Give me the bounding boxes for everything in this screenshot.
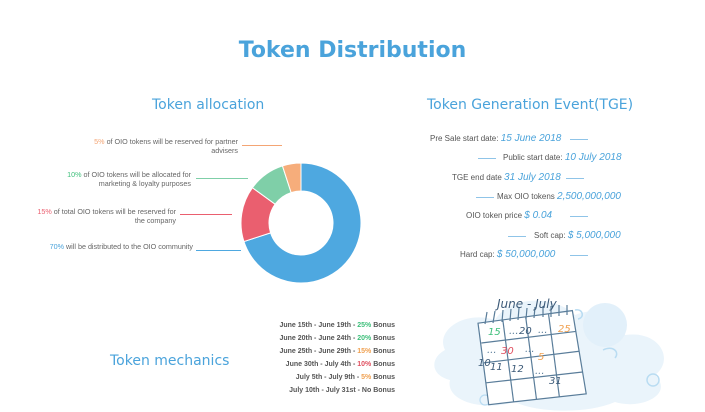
mechanics-dates: June 20th - June 24th - <box>279 335 356 342</box>
tge-row-softcap: Soft cap: $ 5,000,000 <box>534 230 621 241</box>
mechanics-bonus: 10% <box>357 361 372 368</box>
tge-row-presale: Pre Sale start date: 15 June 2018 <box>430 133 561 144</box>
tge-dash <box>508 236 526 237</box>
mechanics-heading: Token mechanics <box>110 353 230 369</box>
tge-value: 31 July 2018 <box>504 172 561 183</box>
allocation-pct: 5% <box>94 137 105 146</box>
tge-dash <box>570 216 588 217</box>
mechanics-suffix: Bonus <box>373 361 395 368</box>
tge-label: Soft cap: <box>534 231 566 240</box>
tge-row-max: Max OIO tokens 2,500,000,000 <box>497 191 621 202</box>
tge-value: $ 5,000,000 <box>567 230 621 241</box>
allocation-pct: 15% <box>37 207 52 216</box>
allocation-pct: 10% <box>67 170 82 179</box>
tge-label: Max OIO tokens <box>497 192 555 201</box>
calendar-cell: 10 <box>478 358 491 369</box>
mechanics-row: June 25th - June 29th - 15% Bonus <box>279 348 395 355</box>
calendar-cell: ... <box>538 325 548 336</box>
allocation-pct: 70% <box>49 242 64 251</box>
allocation-text: of OIO tokens will be allocated for mark… <box>83 170 191 188</box>
allocation-heading: Token allocation <box>152 97 265 113</box>
mechanics-suffix: Bonus <box>373 348 395 355</box>
mechanics-bonus: 25% <box>357 322 372 329</box>
allocation-text: of total OIO tokens will be reserved for… <box>53 207 176 225</box>
calendar-cell: 30 <box>501 346 514 357</box>
calendar-cell: 31 <box>549 376 562 387</box>
leader-line <box>242 145 282 146</box>
mechanics-dates: July 10th - July 31st - <box>289 387 360 394</box>
mechanics-row: June 30th - July 4th - 10% Bonus <box>286 361 395 368</box>
mechanics-row: June 15th - June 19th - 25% Bonus <box>279 322 395 329</box>
calendar-cell: ... <box>525 344 535 355</box>
tge-dash <box>570 139 588 140</box>
tge-dash <box>570 255 588 256</box>
tge-row-price: OIO token price $ 0.04 <box>466 210 552 221</box>
tge-dash <box>566 178 584 179</box>
tge-label: Hard cap: <box>460 250 495 259</box>
mechanics-suffix: Bonus <box>373 322 395 329</box>
calendar-cell: 11 <box>490 362 503 373</box>
tge-label: OIO token price <box>466 211 523 220</box>
tge-dash <box>476 197 494 198</box>
donut-slice-community <box>243 162 362 284</box>
tge-value: 10 July 2018 <box>564 152 622 163</box>
allocation-note-company: 15% of total OIO tokens will be reserved… <box>26 207 176 225</box>
mechanics-suffix: Bonus <box>373 374 395 381</box>
calendar-cell: ... <box>509 326 519 337</box>
leader-line <box>196 178 248 179</box>
mechanics-bonus: 20% <box>357 335 372 342</box>
mechanics-dates: July 5th - July 9th - <box>295 374 360 381</box>
mechanics-row: July 5th - July 9th - 5% Bonus <box>296 374 395 381</box>
allocation-note-marketing: 10% of OIO tokens will be allocated for … <box>41 170 191 188</box>
tge-label: Public start date: <box>503 153 563 162</box>
tge-value: $ 0.04 <box>524 210 553 221</box>
mechanics-suffix: Bonus <box>373 387 395 394</box>
tge-row-public: Public start date: 10 July 2018 <box>503 152 622 163</box>
mechanics-dates: June 15th - June 19th - <box>279 322 356 329</box>
tge-heading: Token Generation Event(TGE) <box>427 97 634 113</box>
tge-label: Pre Sale start date: <box>430 134 499 143</box>
tge-dash <box>478 158 496 159</box>
calendar-cell: 12 <box>511 364 524 375</box>
tge-row-hardcap: Hard cap: $ 50,000,000 <box>460 249 555 260</box>
calendar-illustration: June - July 15 ... 20 ... 25 ... 30 ... … <box>434 297 664 411</box>
mechanics-bonus: 15% <box>357 348 372 355</box>
allocation-text: will be distributed to the OIO community <box>65 242 193 251</box>
tge-value: 15 June 2018 <box>500 133 562 144</box>
mechanics-row: July 10th - July 31st - No Bonus <box>289 387 395 394</box>
tge-label: TGE end date <box>452 173 502 182</box>
allocation-donut-chart <box>240 162 362 284</box>
calendar-cell: ... <box>487 345 497 356</box>
leader-line <box>196 250 241 251</box>
allocation-text: of OIO tokens will be reserved for partn… <box>106 137 238 155</box>
tge-value: 2,500,000,000 <box>557 191 621 202</box>
calendar-cell: 20 <box>519 326 532 337</box>
donut-slice-advisers <box>281 162 302 194</box>
mechanics-suffix: Bonus <box>373 335 395 342</box>
calendar-cell: 25 <box>558 324 571 335</box>
tge-value: $ 50,000,000 <box>496 249 556 260</box>
calendar-cell: 5 <box>538 352 544 363</box>
calendar-cell: 15 <box>488 327 501 338</box>
calendar-cell: ... <box>535 366 545 377</box>
allocation-note-community: 70% will be distributed to the OIO commu… <box>43 242 193 251</box>
mechanics-row: June 20th - June 24th - 20% Bonus <box>279 335 395 342</box>
mechanics-dates: June 30th - July 4th - <box>285 361 356 368</box>
mechanics-bonus: 5% <box>361 374 372 381</box>
mechanics-bonus: No <box>361 387 372 394</box>
tge-row-end: TGE end date 31 July 2018 <box>452 172 561 183</box>
leader-line <box>180 214 232 215</box>
allocation-note-advisers: 5% of OIO tokens will be reserved for pa… <box>88 137 238 155</box>
page-title: Token Distribution <box>238 38 467 63</box>
mechanics-dates: June 25th - June 29th - <box>279 348 356 355</box>
calendar-title: June - July <box>495 297 558 311</box>
